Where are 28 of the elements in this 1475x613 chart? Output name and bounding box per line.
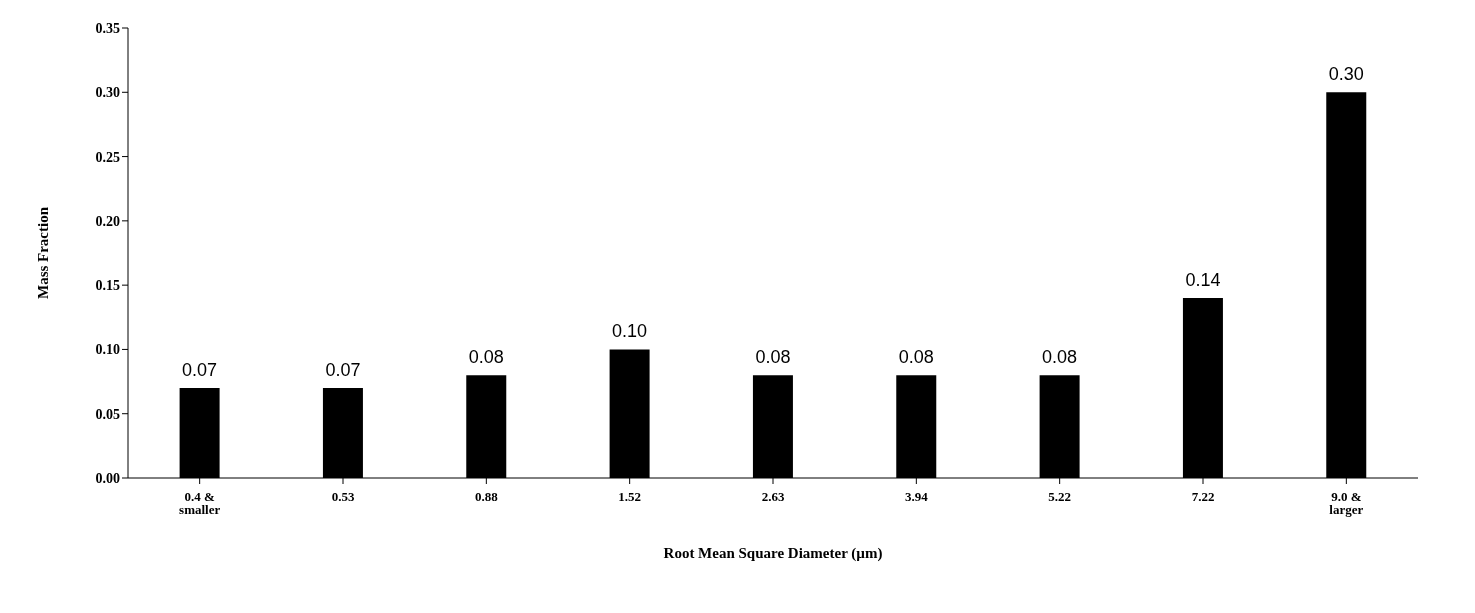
x-tick-label: 0.4 & smaller: [179, 489, 221, 518]
data-label: 0.10: [612, 321, 648, 342]
x-tick-label: 0.88: [474, 489, 499, 505]
data-label: 0.07: [325, 360, 361, 380]
x-tick-label: 3.94: [904, 489, 929, 505]
data-label: 0.07: [182, 360, 218, 380]
y-axis-title: Mass Fraction: [35, 206, 52, 300]
data-label: 0.08: [468, 347, 504, 368]
data-label: 0.08: [898, 347, 934, 368]
y-tick-label: 0.25: [95, 149, 120, 165]
y-tick-label: 0.10: [95, 342, 120, 358]
x-tick-label: 7.22: [1191, 489, 1215, 505]
y-tick-label: 0.15: [95, 278, 120, 294]
x-tick-label: 2.63: [761, 489, 785, 505]
x-tick-label: 0.53: [331, 489, 355, 505]
data-label: 0.30: [1328, 64, 1364, 85]
x-axis-title: Root Mean Square Diameter (µm): [663, 545, 883, 562]
x-tick-label: 9.0 & larger: [1329, 489, 1364, 518]
y-tick-label: 0.30: [95, 85, 120, 101]
x-tick-label: 1.52: [618, 489, 642, 505]
data-label: 0.08: [755, 347, 791, 368]
y-tick-label: 0.20: [95, 213, 120, 229]
y-tick-label: 0.35: [95, 20, 120, 36]
data-label: 0.14: [1185, 270, 1221, 290]
x-tick-label: 5.22: [1048, 489, 1072, 505]
y-tick-label: 0.00: [95, 470, 120, 486]
y-tick-label: 0.05: [95, 406, 120, 422]
data-label: 0.08: [1042, 347, 1078, 368]
